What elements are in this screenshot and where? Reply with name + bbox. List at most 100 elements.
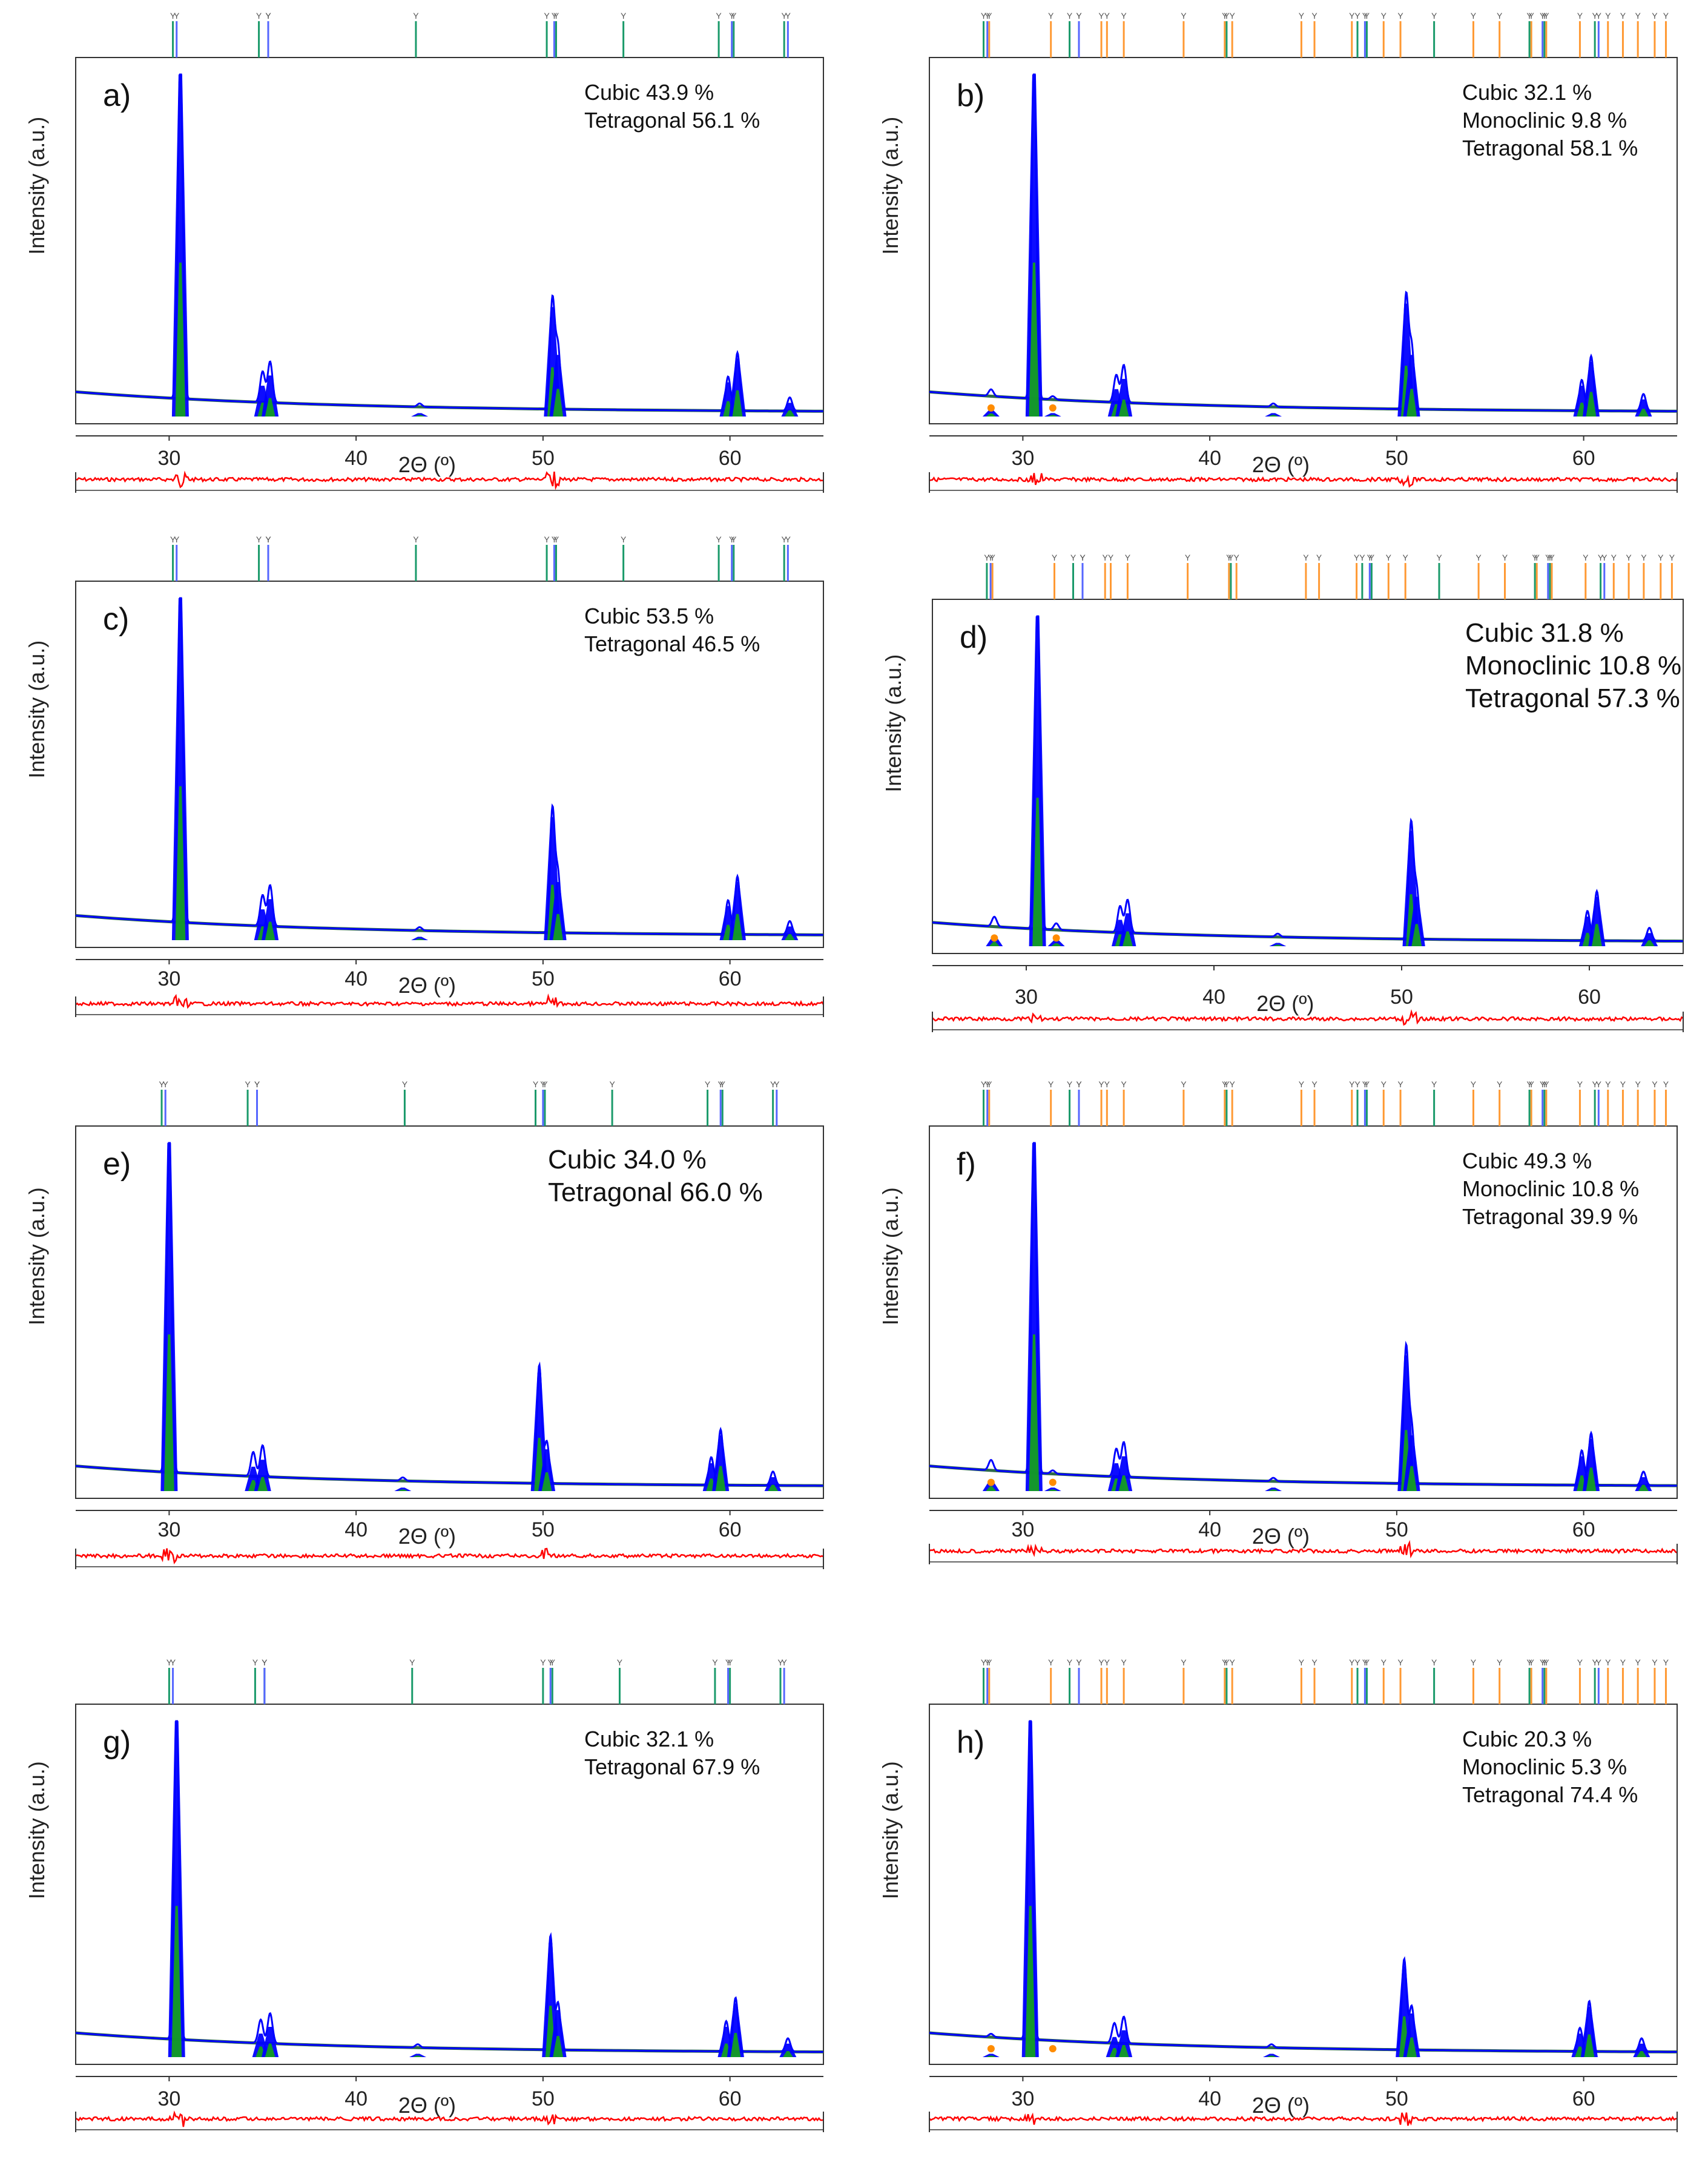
x-tick-label: 60 — [719, 2087, 742, 2110]
diffraction-peak — [982, 409, 1000, 417]
monoclinic-contribution — [987, 1478, 995, 1486]
tetragonal-reflection-tick-glyph: Y — [770, 1079, 776, 1089]
monoclinic-reflection-tick-glyph: Y — [1349, 11, 1355, 21]
x-axis-title: 2Θ (º) — [398, 452, 456, 477]
monoclinic-reflection-tick-glyph: Y — [1397, 1658, 1403, 1667]
diffraction-peak — [764, 1477, 782, 1491]
tetragonal-contribution — [986, 413, 997, 417]
cubic-reflection-tick-glyph: Y — [1367, 553, 1373, 562]
difference-curve — [932, 1009, 1684, 1026]
monoclinic-reflection-tick-glyph: Y — [1635, 11, 1641, 21]
tetragonal-reflection-tick-glyph: Y — [540, 1658, 546, 1667]
monoclinic-reflection-tick-glyph: Y — [1502, 553, 1508, 562]
y-axis-title: Intensity (a.u.) — [24, 1761, 49, 1899]
diffraction-peak — [1115, 2030, 1133, 2057]
tetragonal-reflection-tick-glyph: Y — [1070, 553, 1077, 562]
monoclinic-reflection-tick-glyph: Y — [1381, 11, 1387, 21]
x-tick-label: 40 — [345, 1518, 368, 1541]
y-axis-title: Intensity (a.u.) — [878, 1761, 903, 1899]
x-tick-label: 60 — [1572, 1518, 1595, 1541]
x-tick-label: 50 — [1385, 2087, 1408, 2110]
cubic-reflection-tick-glyph: Y — [163, 1079, 169, 1089]
tetragonal-contribution — [1029, 262, 1040, 417]
tetragonal-contribution — [1268, 1489, 1279, 1491]
diffraction-peak — [262, 375, 279, 417]
tetragonal-reflection-tick-glyph: Y — [553, 535, 559, 544]
monoclinic-reflection-tick-glyph: Y — [1529, 11, 1535, 21]
diffraction-peak — [1582, 361, 1600, 417]
tetragonal-reflection-tick-glyph: Y — [1436, 553, 1442, 562]
x-axis-title: 2Θ (º) — [1252, 2093, 1310, 2118]
cubic-reflection-tick-glyph: Y — [1540, 11, 1546, 21]
tetragonal-contribution — [553, 914, 563, 940]
monoclinic-reflection-tick-glyph: Y — [1299, 1658, 1305, 1667]
phase-fraction-label: Tetragonal 58.1 % — [1462, 136, 1638, 160]
diffraction-peak — [1403, 1435, 1420, 1491]
tetragonal-reflection-tick-glyph: Y — [1592, 1658, 1598, 1667]
plot-frame — [75, 1704, 824, 2065]
tetragonal-contribution — [541, 1472, 552, 1491]
monoclinic-reflection-tick-glyph: Y — [1104, 1658, 1110, 1667]
difference-curve — [75, 993, 825, 1009]
diffraction-peak — [1119, 913, 1136, 946]
x-tick-label: 30 — [157, 1518, 180, 1541]
diffraction-peak — [171, 598, 189, 940]
x-axis-title: 2Θ (º) — [398, 1524, 456, 1549]
y-axis-title: Intensity (a.u.) — [24, 641, 49, 779]
cubic-reflection-tick-glyph: Y — [265, 11, 271, 21]
tetragonal-reflection-tick-glyph: Y — [1364, 1079, 1370, 1089]
cubic-reflection-tick-glyph: Y — [170, 1658, 176, 1667]
tetragonal-reflection-tick-glyph: Y — [1359, 553, 1365, 562]
monoclinic-reflection-tick-glyph: Y — [1577, 1658, 1583, 1667]
tetragonal-reflection-tick-glyph: Y — [1224, 1658, 1230, 1667]
x-tick-label: 30 — [157, 447, 180, 470]
monoclinic-reflection-tick-glyph: Y — [1397, 11, 1403, 21]
x-axis-title: 2Θ (º) — [1252, 452, 1310, 477]
tetragonal-reflection-tick-glyph: Y — [413, 535, 419, 544]
x-tick-label: 40 — [345, 447, 368, 470]
panel-label: h) — [957, 1725, 984, 1760]
tetragonal-contribution — [730, 2033, 741, 2057]
cubic-reflection-tick-glyph: Y — [785, 535, 791, 544]
monoclinic-reflection-tick-glyph: Y — [1222, 11, 1228, 21]
x-tick-label: 60 — [719, 1518, 742, 1541]
monoclinic-reflection-tick-glyph: Y — [1354, 553, 1360, 562]
monoclinic-reflection-tick-glyph: Y — [1635, 1658, 1641, 1667]
tetragonal-contribution — [986, 1486, 997, 1491]
monoclinic-reflection-tick-glyph: Y — [1605, 11, 1611, 21]
tetragonal-reflection-tick-glyph: Y — [727, 1658, 733, 1667]
cubic-reflection-tick-glyph: Y — [265, 535, 271, 544]
difference-curve — [929, 1540, 1678, 1559]
monoclinic-reflection-tick-glyph: Y — [986, 1658, 992, 1667]
tetragonal-contribution — [175, 786, 186, 940]
observed-pattern — [929, 73, 1677, 412]
diffraction-peak — [262, 2027, 279, 2057]
tetragonal-reflection-tick-glyph: Y — [609, 1079, 615, 1089]
diffraction-peak — [168, 1721, 185, 2057]
cubic-reflection-tick-glyph: Y — [984, 1658, 991, 1667]
panel-a: 30 40 50 60 2Θ (º) Intensity (a.u.) a) Cubic 43… — [24, 11, 824, 493]
monoclinic-reflection-tick-glyph: Y — [1222, 1079, 1228, 1089]
tetragonal-contribution — [1032, 797, 1043, 946]
tetragonal-reflection-tick-glyph: Y — [550, 1658, 556, 1667]
monoclinic-contribution — [1049, 404, 1057, 412]
monoclinic-reflection-tick-glyph: Y — [1497, 1658, 1503, 1667]
panel-label: b) — [957, 78, 984, 113]
diffraction-peak — [171, 74, 189, 417]
diffraction-peak — [728, 881, 746, 940]
tetragonal-reflection-tick-glyph: Y — [621, 11, 627, 21]
monoclinic-reflection-tick-glyph: Y — [1543, 1658, 1549, 1667]
cubic-reflection-tick-glyph: Y — [729, 11, 735, 21]
plot-frame — [929, 57, 1678, 424]
x-axis-title: 2Θ (º) — [398, 2093, 456, 2118]
monoclinic-reflection-tick-glyph: Y — [1663, 1079, 1669, 1089]
cubic-reflection-tick-glyph: Y — [1076, 11, 1082, 21]
monoclinic-reflection-tick-glyph: Y — [1386, 553, 1392, 562]
x-tick-label: 60 — [1578, 986, 1601, 1009]
panel-label: a) — [103, 78, 131, 113]
diffraction-peak — [1044, 1487, 1061, 1491]
monoclinic-reflection-tick-glyph: Y — [1234, 553, 1240, 562]
cubic-reflection-tick-glyph: Y — [785, 11, 791, 21]
diffraction-peak — [1403, 2013, 1420, 2057]
tetragonal-contribution — [1118, 1475, 1129, 1491]
